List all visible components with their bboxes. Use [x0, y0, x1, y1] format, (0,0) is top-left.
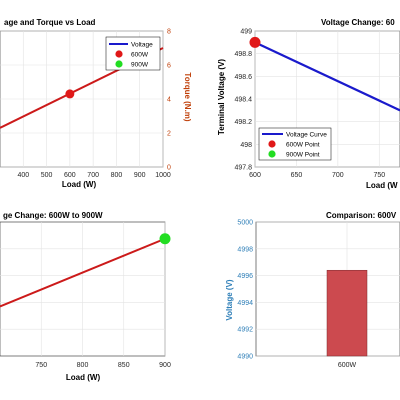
y-tick-label: 498.8: [234, 51, 252, 58]
chart-title: Comparison: 600V: [326, 211, 397, 220]
x-axis-label: Load (W: [366, 181, 398, 190]
grid: [0, 221, 166, 357]
marker-600w: [65, 89, 75, 99]
voltage-curve-line: [254, 41, 400, 112]
voltage-line: [0, 237, 166, 308]
bar-600w: [326, 269, 368, 357]
y-right-tick-label: 2: [167, 131, 171, 138]
y-right-tick-label: 6: [167, 63, 171, 70]
plot-data: [326, 269, 368, 357]
legend-label-voltage: Voltage: [131, 42, 153, 49]
y-right-ticks: 0 2 4 6 8: [167, 29, 171, 172]
legend-swatch-900w-point: [268, 150, 276, 158]
y-right-tick-label: 8: [167, 29, 171, 36]
marker-600w-point: [249, 36, 261, 48]
chart-panel-voltage-torque: age and Torque vs Load 400 500 600 700 800 90…: [0, 18, 192, 189]
x-tick-label: 850: [118, 362, 130, 369]
x-ticks: 400 500 600 700 800 900 1000: [17, 172, 170, 179]
y-tick-label: 4996: [237, 273, 253, 280]
y-axis-label: Terminal Voltage (V): [217, 59, 226, 135]
legend: Voltage Curve 600W Point 900W Point: [258, 127, 332, 161]
legend-label-600w-point: 600W Point: [286, 142, 320, 149]
legend-label-900w: 900W: [131, 62, 149, 69]
plot-data: [0, 233, 171, 308]
chart-panel-comparison: Comparison: 600V 4990 4992 4994 4996 4998 500…: [225, 211, 400, 369]
x-tick-label: 700: [332, 172, 344, 179]
x-ticks: 600 650 700 750: [249, 172, 385, 179]
y-tick-label: 498.2: [234, 119, 252, 126]
y-right-tick-label: 4: [167, 97, 171, 104]
y-ticks: 497.8 498 498.2 498.4 498.6 498.8 499: [234, 29, 252, 172]
x-tick-label: 800: [111, 172, 123, 179]
x-ticks: 600W: [338, 362, 357, 369]
x-tick-label: 500: [41, 172, 53, 179]
y-right-tick-label: 0: [167, 165, 171, 172]
y-tick-label: 4998: [237, 246, 253, 253]
y-tick-label: 498.6: [234, 74, 252, 81]
x-tick-label: 750: [35, 362, 47, 369]
x-tick-label: 400: [17, 172, 29, 179]
x-axis-label: Load (W): [62, 180, 97, 189]
marker-900w: [159, 233, 171, 245]
chart-title: age and Torque vs Load: [4, 18, 96, 27]
plot-data: [249, 36, 400, 112]
y-tick-label: 4994: [237, 300, 253, 307]
y-ticks: 4990 4992 4994 4996 4998 5000: [237, 220, 253, 361]
legend-label-600w: 600W: [131, 52, 149, 59]
chart-panel-voltage-change-a: Voltage Change: 60 600 650 700 750 497.8 498…: [217, 18, 400, 190]
legend-label-900w-point: 900W Point: [286, 152, 320, 159]
legend-swatch-600w-point: [268, 140, 276, 148]
y-tick-label: 4992: [237, 327, 253, 334]
x-tick-label: 1000: [155, 172, 171, 179]
y-tick-label: 499: [240, 29, 252, 36]
x-tick-label: 900: [159, 362, 171, 369]
x-tick-label: 900: [134, 172, 146, 179]
chart-title: ge Change: 600W to 900W: [3, 211, 103, 220]
y-tick-label: 5000: [237, 220, 253, 227]
y-tick-label: 498: [240, 142, 252, 149]
x-ticks: 750 800 850 900: [35, 362, 171, 369]
x-tick-label: 600: [64, 172, 76, 179]
y-right-axis-label: Torque (N.m): [183, 72, 192, 122]
chart-title: Voltage Change: 60: [321, 18, 395, 27]
x-tick-label: 600: [249, 172, 261, 179]
legend: Voltage 600W 900W: [105, 36, 161, 71]
y-tick-label: 498.4: [234, 97, 252, 104]
legend-box: [105, 36, 161, 71]
x-tick-label: 700: [87, 172, 99, 179]
x-tick-label: 650: [291, 172, 303, 179]
y-tick-label: 497.8: [234, 165, 252, 172]
chart-panel-voltage-change-b: ge Change: 600W to 900W 750 800 850 900 Loa…: [0, 211, 171, 382]
y-tick-label: 4990: [237, 354, 253, 361]
legend-swatch-900w: [115, 60, 123, 68]
legend-label-voltage-curve: Voltage Curve: [286, 132, 327, 139]
x-tick-label: 600W: [338, 362, 357, 369]
x-tick-label: 800: [77, 362, 89, 369]
legend-swatch-600w: [115, 50, 123, 58]
x-tick-label: 750: [373, 172, 385, 179]
y-axis-label: Voltage (V): [225, 279, 234, 321]
x-axis-label: Load (W): [66, 373, 101, 382]
